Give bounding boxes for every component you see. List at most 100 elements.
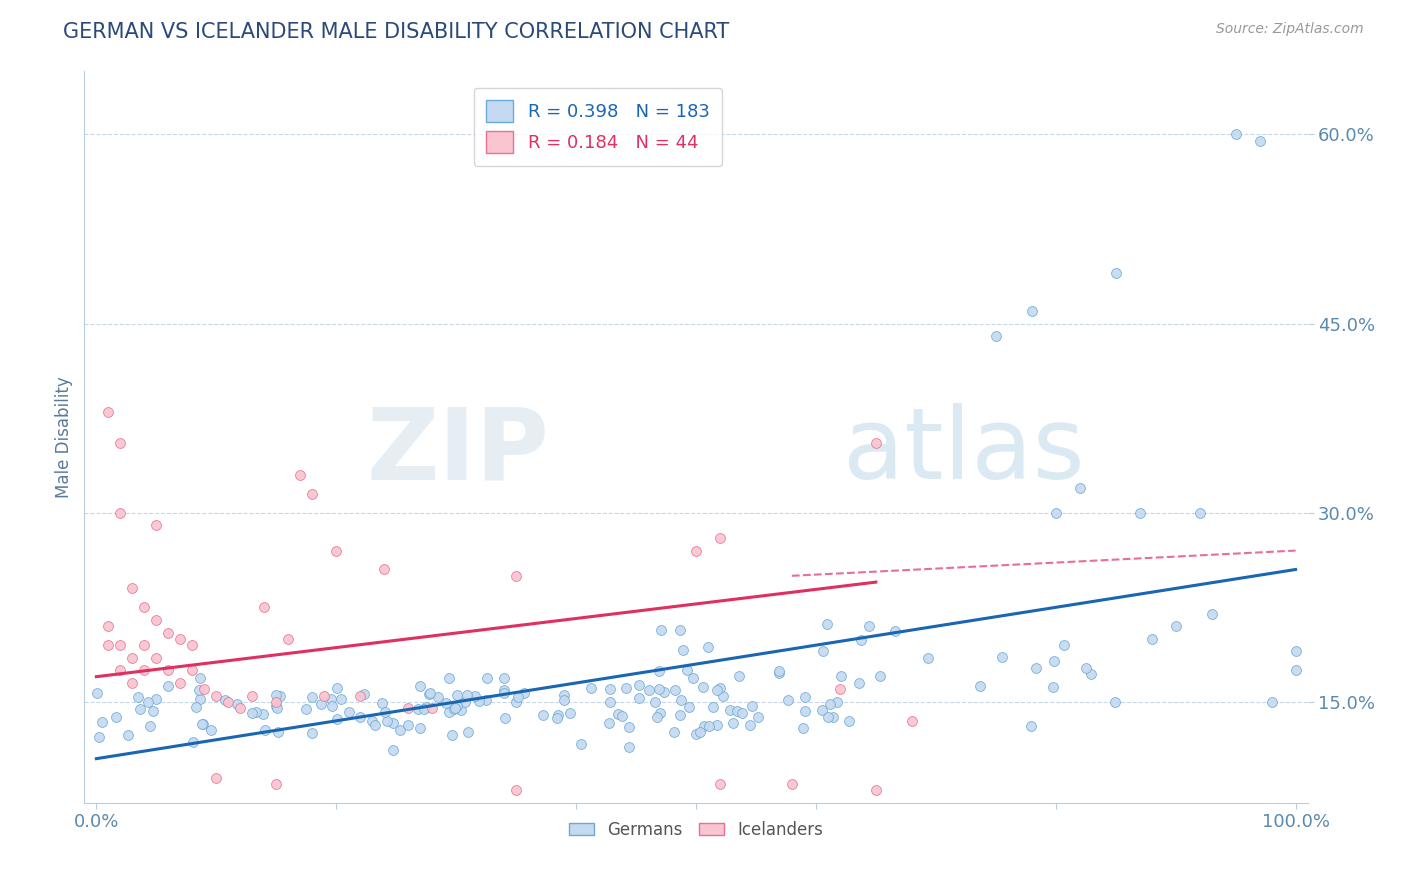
Point [267, 724, 290, 739]
Point [851, 632, 873, 647]
Point [838, 714, 860, 728]
Point [1225, 128, 1247, 142]
Point [794, 704, 817, 718]
Point [638, 682, 661, 697]
Point [494, 711, 516, 725]
Point [264, 695, 287, 709]
Point [187, 683, 209, 698]
Point [917, 651, 939, 665]
Point [406, 701, 429, 715]
Point [325, 543, 347, 558]
Point [645, 710, 668, 724]
Point [388, 723, 411, 737]
Point [669, 623, 692, 637]
Point [110, 436, 132, 450]
Point [494, 682, 516, 697]
Point [697, 719, 720, 733]
Point [1188, 506, 1211, 520]
Point [865, 436, 887, 450]
Point [89, 731, 111, 745]
Point [1104, 695, 1126, 709]
Point [475, 672, 498, 686]
Point [627, 691, 650, 706]
Point [240, 706, 263, 721]
Point [606, 706, 628, 721]
Point [337, 705, 360, 719]
Point [353, 687, 375, 701]
Point [134, 600, 156, 615]
Point [579, 681, 602, 695]
Point [314, 689, 336, 703]
Point [191, 716, 214, 731]
Point [614, 681, 637, 696]
Point [1201, 607, 1223, 621]
Point [252, 707, 274, 722]
Point [127, 690, 149, 705]
Point [741, 698, 763, 713]
Point [110, 664, 132, 678]
Point [848, 676, 870, 690]
Point [309, 697, 332, 711]
Point [815, 617, 838, 632]
Point [374, 705, 396, 719]
Point [254, 723, 277, 737]
Point [1105, 266, 1128, 280]
Point [157, 664, 180, 678]
Point [269, 689, 291, 703]
Point [1260, 695, 1282, 709]
Point [811, 703, 834, 717]
Point [780, 777, 803, 791]
Point [110, 506, 132, 520]
Point [709, 531, 731, 545]
Point [821, 710, 844, 724]
Text: ZIP: ZIP [367, 403, 550, 500]
Point [375, 714, 398, 728]
Point [650, 623, 672, 637]
Point [505, 569, 527, 583]
Point [817, 709, 839, 723]
Point [319, 691, 342, 706]
Point [505, 783, 527, 797]
Point [1019, 719, 1042, 733]
Point [450, 703, 472, 717]
Point [531, 708, 554, 723]
Point [183, 734, 205, 748]
Point [513, 685, 536, 699]
Point [692, 680, 714, 694]
Point [553, 693, 575, 707]
Text: GERMAN VS ICELANDER MALE DISABILITY CORRELATION CHART: GERMAN VS ICELANDER MALE DISABILITY CORR… [63, 22, 730, 42]
Point [418, 687, 440, 701]
Point [97, 619, 120, 633]
Point [145, 613, 167, 627]
Point [145, 650, 167, 665]
Point [546, 711, 568, 725]
Point [869, 668, 891, 682]
Point [706, 718, 728, 732]
Point [984, 329, 1007, 343]
Point [768, 666, 790, 681]
Point [453, 694, 475, 708]
Point [415, 700, 437, 714]
Point [326, 681, 349, 695]
Point [901, 714, 924, 728]
Point [427, 690, 450, 704]
Text: Source: ZipAtlas.com: Source: ZipAtlas.com [1216, 22, 1364, 37]
Point [1045, 506, 1067, 520]
Point [157, 679, 180, 693]
Point [664, 682, 686, 697]
Point [858, 619, 880, 633]
Point [1025, 661, 1047, 675]
Point [612, 708, 634, 723]
Point [457, 725, 479, 739]
Point [709, 777, 731, 791]
Point [443, 701, 465, 715]
Point [599, 682, 621, 697]
Point [696, 640, 718, 655]
Point [110, 638, 132, 652]
Point [711, 689, 734, 703]
Point [437, 671, 460, 685]
Point [301, 726, 323, 740]
Point [547, 708, 569, 723]
Point [598, 716, 620, 731]
Point [373, 562, 395, 576]
